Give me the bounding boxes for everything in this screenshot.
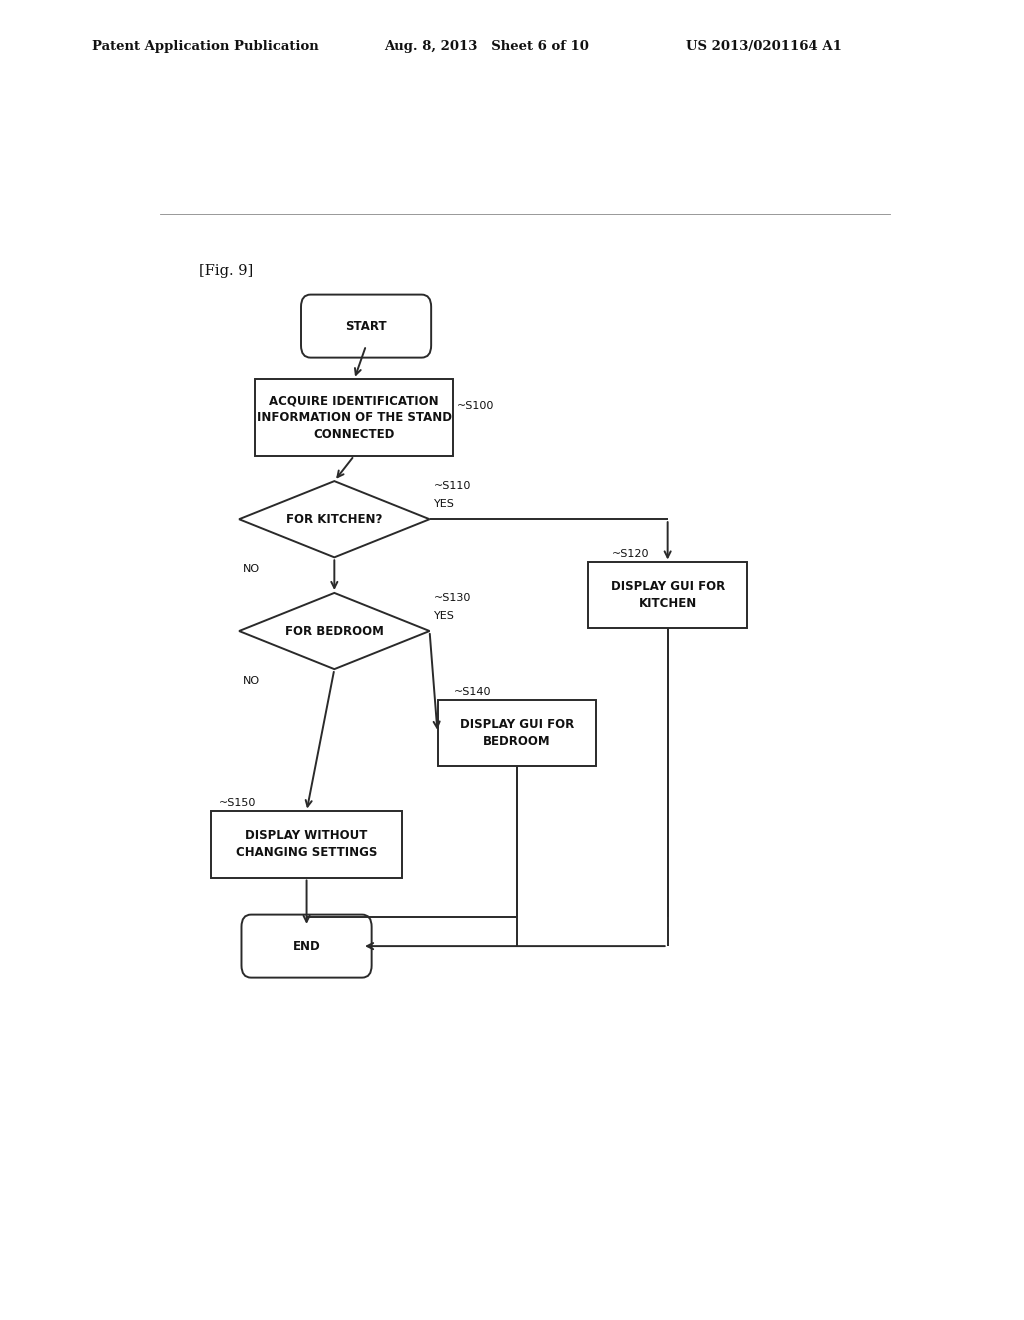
Text: END: END [293, 940, 321, 953]
Text: DISPLAY WITHOUT
CHANGING SETTINGS: DISPLAY WITHOUT CHANGING SETTINGS [236, 829, 377, 859]
Text: YES: YES [433, 499, 455, 510]
Bar [437, 700, 596, 766]
Text: DISPLAY GUI FOR
KITCHEN: DISPLAY GUI FOR KITCHEN [610, 581, 725, 610]
Text: Patent Application Publication: Patent Application Publication [92, 40, 318, 53]
Text: ~S100: ~S100 [458, 401, 495, 412]
Polygon shape [240, 593, 430, 669]
Text: NO: NO [243, 564, 260, 574]
Text: ~S110: ~S110 [433, 480, 471, 491]
Text: ~S120: ~S120 [612, 549, 649, 560]
Text: START: START [345, 319, 387, 333]
Text: NO: NO [243, 676, 260, 686]
Text: ~S140: ~S140 [454, 686, 490, 697]
Bar [588, 562, 748, 628]
Text: ~S130: ~S130 [433, 593, 471, 602]
Text: US 2013/0201164 A1: US 2013/0201164 A1 [686, 40, 842, 53]
Text: ACQUIRE IDENTIFICATION
INFORMATION OF THE STAND
CONNECTED: ACQUIRE IDENTIFICATION INFORMATION OF TH… [257, 395, 452, 441]
FancyBboxPatch shape [242, 915, 372, 978]
FancyBboxPatch shape [301, 294, 431, 358]
Polygon shape [240, 480, 430, 557]
Text: [Fig. 9]: [Fig. 9] [200, 264, 254, 279]
Text: FOR BEDROOM: FOR BEDROOM [285, 624, 384, 638]
Text: FOR KITCHEN?: FOR KITCHEN? [286, 512, 383, 525]
Bar [211, 812, 401, 878]
Text: YES: YES [433, 611, 455, 620]
Bar [255, 379, 454, 455]
Text: Aug. 8, 2013   Sheet 6 of 10: Aug. 8, 2013 Sheet 6 of 10 [384, 40, 589, 53]
Text: DISPLAY GUI FOR
BEDROOM: DISPLAY GUI FOR BEDROOM [460, 718, 574, 747]
Text: ~S150: ~S150 [219, 799, 257, 808]
